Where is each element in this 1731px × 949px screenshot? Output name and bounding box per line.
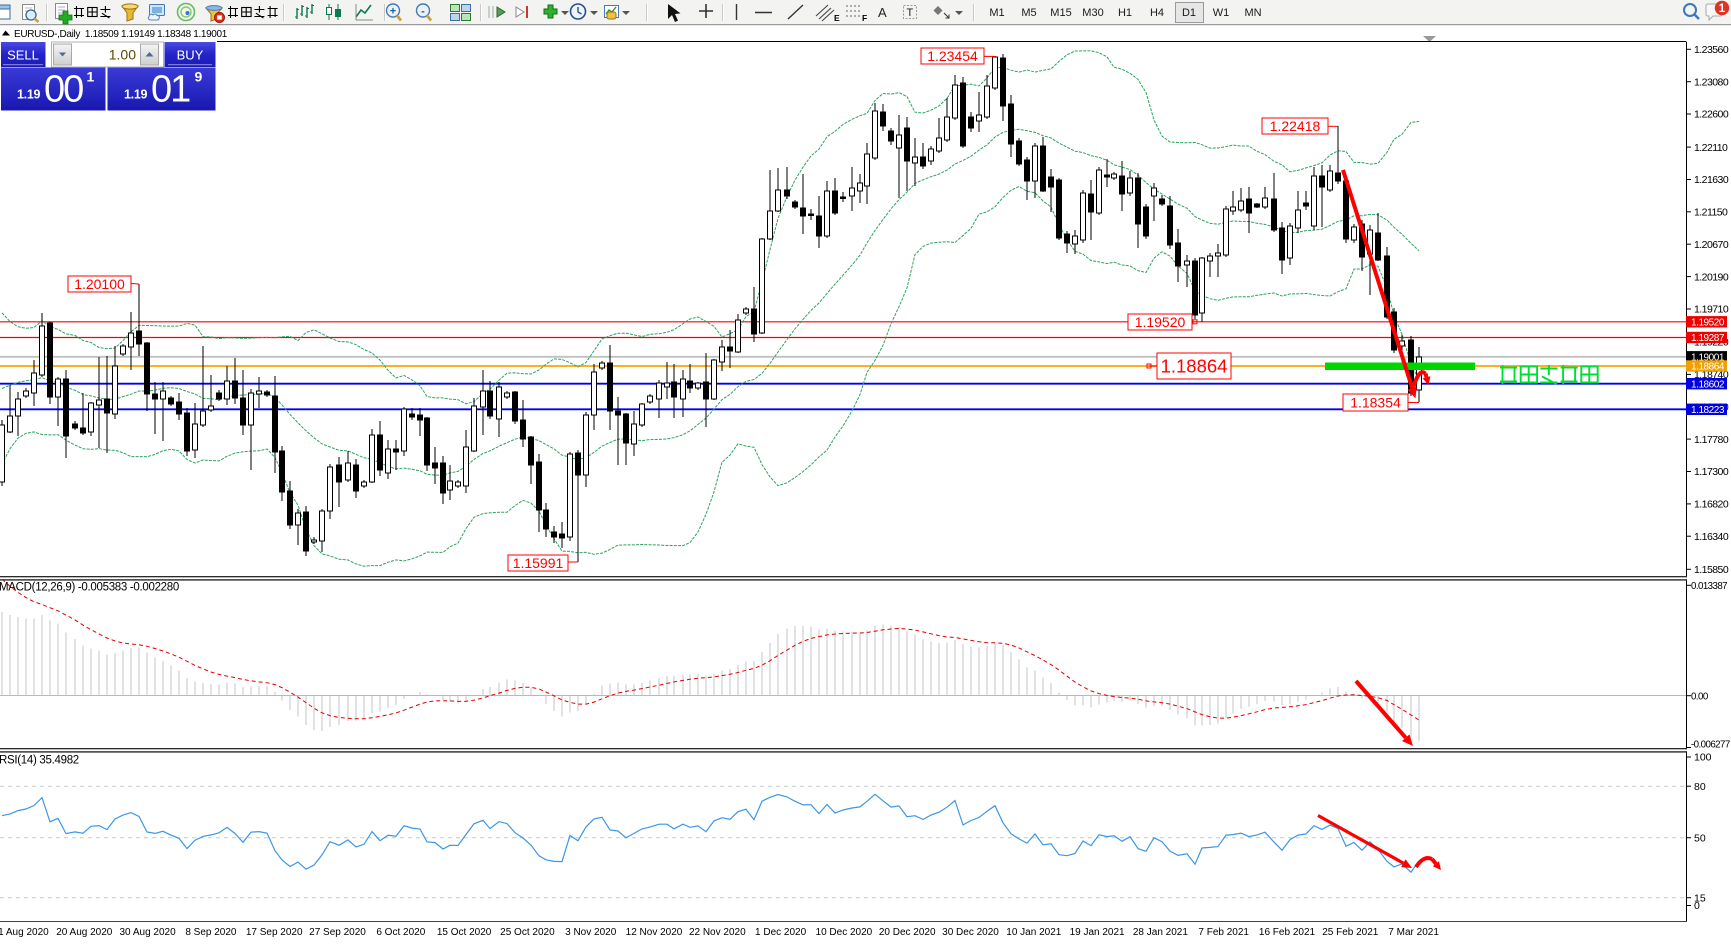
svg-text:1.18864: 1.18864 — [1691, 362, 1725, 373]
svg-text:15: 15 — [1694, 892, 1706, 904]
svg-text:1.19287: 1.19287 — [1691, 333, 1725, 344]
svg-text:1.21630: 1.21630 — [1694, 174, 1729, 186]
svg-text:8 Sep 2020: 8 Sep 2020 — [185, 927, 237, 938]
svg-text:00: 00 — [44, 69, 83, 111]
svg-text:1.19520: 1.19520 — [1135, 314, 1186, 330]
svg-text:1: 1 — [1719, 3, 1726, 15]
svg-text:17 Sep 2020: 17 Sep 2020 — [246, 927, 303, 938]
svg-text:1.22110: 1.22110 — [1694, 142, 1728, 154]
svg-text:16 Feb 2021: 16 Feb 2021 — [1259, 927, 1316, 938]
svg-text:15 Oct 2020: 15 Oct 2020 — [437, 927, 492, 938]
svg-text:7 Mar 2021: 7 Mar 2021 — [1388, 927, 1439, 938]
svg-text:RSI(14) 35.4982: RSI(14) 35.4982 — [0, 755, 79, 767]
svg-text:1.21150: 1.21150 — [1694, 207, 1728, 219]
svg-text:T: T — [907, 7, 914, 19]
svg-text:30 Dec 2020: 30 Dec 2020 — [942, 927, 999, 938]
svg-text:3 Nov 2020: 3 Nov 2020 — [565, 927, 617, 938]
svg-text:1.22600: 1.22600 — [1694, 109, 1729, 121]
svg-text:1.16820: 1.16820 — [1694, 499, 1729, 511]
svg-text:1.19: 1.19 — [124, 88, 147, 102]
svg-text:M15: M15 — [1050, 7, 1071, 19]
svg-text:1.20190: 1.20190 — [1694, 271, 1729, 283]
svg-text:1.17780: 1.17780 — [1694, 434, 1729, 446]
svg-text:1.15850: 1.15850 — [1694, 564, 1729, 576]
svg-text:0: 0 — [1694, 900, 1700, 912]
svg-text:1.18602: 1.18602 — [1691, 379, 1725, 390]
svg-text:22 Nov 2020: 22 Nov 2020 — [689, 927, 746, 938]
svg-text:MACD(12,26,9) -0.005383 -0.002: MACD(12,26,9) -0.005383 -0.002280 — [0, 582, 179, 594]
svg-text:12 Nov 2020: 12 Nov 2020 — [626, 927, 683, 938]
svg-text:19 Jan 2021: 19 Jan 2021 — [1070, 927, 1125, 938]
svg-text:01: 01 — [151, 69, 190, 111]
svg-text:1.16340: 1.16340 — [1694, 531, 1729, 543]
svg-text:H4: H4 — [1150, 7, 1164, 19]
svg-text:25 Feb 2021: 25 Feb 2021 — [1322, 927, 1379, 938]
svg-text:1.15991: 1.15991 — [513, 555, 564, 571]
svg-text:W1: W1 — [1213, 7, 1230, 19]
svg-text:-0.006277: -0.006277 — [1691, 740, 1730, 751]
svg-text:MN: MN — [1244, 7, 1261, 19]
svg-text:1.18864: 1.18864 — [1161, 356, 1228, 377]
svg-text:80: 80 — [1694, 781, 1706, 793]
svg-text:100: 100 — [1694, 752, 1712, 764]
svg-text:1.19: 1.19 — [17, 88, 40, 102]
svg-text:1.22418: 1.22418 — [1270, 118, 1321, 134]
svg-text:1: 1 — [87, 69, 95, 85]
svg-text:M1: M1 — [989, 7, 1004, 19]
svg-text:10 Jan 2021: 10 Jan 2021 — [1006, 927, 1061, 938]
svg-text:-: - — [421, 6, 425, 18]
svg-text:28 Jan 2021: 28 Jan 2021 — [1133, 927, 1188, 938]
svg-text:6 Oct 2020: 6 Oct 2020 — [376, 927, 425, 938]
svg-text:1.20670: 1.20670 — [1694, 239, 1729, 251]
svg-text:0.00: 0.00 — [1691, 691, 1709, 702]
svg-text:EURUSD-,Daily 1.18509 1.19149: EURUSD-,Daily 1.18509 1.19149 1.18348 1.… — [14, 29, 228, 40]
svg-text:30 Aug 2020: 30 Aug 2020 — [120, 927, 177, 938]
svg-text:1.17300: 1.17300 — [1694, 466, 1729, 478]
svg-text:1.00: 1.00 — [109, 47, 136, 63]
svg-text:M5: M5 — [1021, 7, 1036, 19]
svg-text:25 Oct 2020: 25 Oct 2020 — [500, 927, 555, 938]
svg-text:1 Dec 2020: 1 Dec 2020 — [755, 927, 807, 938]
svg-text:1.23560: 1.23560 — [1694, 44, 1729, 56]
svg-text:1.19520: 1.19520 — [1691, 318, 1725, 329]
svg-text:1.18223: 1.18223 — [1691, 405, 1725, 416]
svg-text:D1: D1 — [1182, 7, 1196, 19]
svg-text:A: A — [878, 5, 887, 20]
svg-text:F: F — [862, 13, 867, 23]
svg-text:M30: M30 — [1082, 7, 1103, 19]
svg-text:10 Dec 2020: 10 Dec 2020 — [816, 927, 873, 938]
svg-text:BUY: BUY — [177, 48, 204, 63]
svg-text:1.23080: 1.23080 — [1694, 76, 1729, 88]
svg-text:0.013387: 0.013387 — [1691, 581, 1727, 592]
svg-text:+: + — [390, 6, 396, 18]
svg-text:1.19001: 1.19001 — [1691, 353, 1725, 364]
svg-text:1.23454: 1.23454 — [927, 48, 978, 64]
svg-text:1.20100: 1.20100 — [74, 276, 125, 292]
svg-text:20 Dec 2020: 20 Dec 2020 — [879, 927, 936, 938]
svg-text:H1: H1 — [1118, 7, 1132, 19]
svg-text:9: 9 — [195, 69, 203, 85]
svg-text:27 Sep 2020: 27 Sep 2020 — [309, 927, 366, 938]
svg-text:20 Aug 2020: 20 Aug 2020 — [56, 927, 113, 938]
svg-text:7 Feb 2021: 7 Feb 2021 — [1198, 927, 1249, 938]
svg-text:SELL: SELL — [7, 48, 39, 63]
svg-text:50: 50 — [1694, 832, 1706, 844]
svg-text:E: E — [834, 13, 840, 23]
svg-text:1.18354: 1.18354 — [1350, 395, 1401, 411]
svg-text:1.19710: 1.19710 — [1694, 304, 1729, 316]
svg-text:11 Aug 2020: 11 Aug 2020 — [0, 927, 49, 938]
